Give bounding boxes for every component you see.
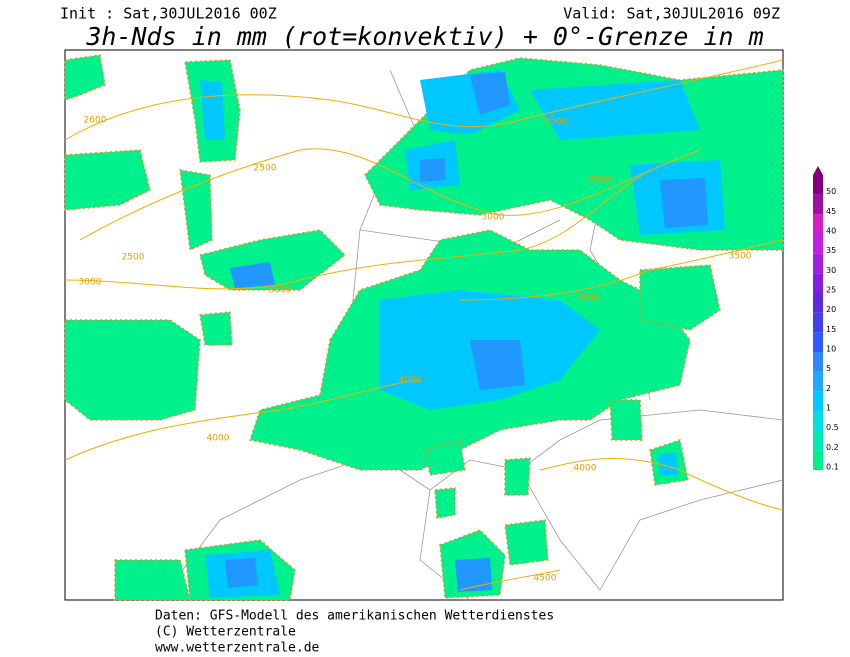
- colorbar-swatch: [813, 411, 823, 431]
- contour-label: 3000: [545, 118, 568, 128]
- footer-line: (C) Wetterzentrale: [155, 625, 296, 640]
- map: 2600 2500 2500 3000 3000 3000 3000 3500 3500 3500…: [64, 49, 784, 601]
- contour-label: 3500: [577, 294, 600, 304]
- contour-label: 3000: [269, 286, 292, 296]
- contour-label: 3500: [589, 176, 612, 186]
- colorbar-swatch: [813, 391, 823, 411]
- footer-line: Daten: GFS-Modell des amerikanischen Wet…: [155, 609, 554, 624]
- colorbar-swatch: [813, 273, 823, 293]
- contour-labels: 2600 2500 2500 3000 3000 3000 3000 3500 3500 3500…: [79, 116, 752, 584]
- colorbar-label: 30: [826, 266, 836, 275]
- colorbar-swatch: [813, 450, 823, 470]
- valid-time: Valid: Sat,30JUL2016 09Z: [563, 5, 780, 23]
- contour-label: 4000: [399, 376, 422, 386]
- contour-label: 3000: [482, 213, 505, 223]
- colorbar-swatch: [813, 175, 823, 195]
- colorbar-label: 0.5: [826, 423, 839, 432]
- freezing-level-contours: [64, 59, 784, 591]
- contour-label: 2500: [122, 253, 145, 263]
- colorbar-swatch: [813, 293, 823, 313]
- colorbar-label: 20: [826, 305, 836, 314]
- colorbar-swatch: [813, 332, 823, 352]
- colorbar-swatch: [813, 253, 823, 274]
- colorbar-label: 1: [826, 404, 831, 413]
- contour-label: 4000: [207, 434, 230, 444]
- colorbar-swatch: [813, 194, 823, 215]
- colorbar-label: 0.1: [826, 463, 839, 472]
- precip-areas: [64, 54, 784, 601]
- colorbar-label: 2: [826, 384, 831, 393]
- colorbar-swatch: [813, 214, 823, 234]
- colorbar-label: 40: [826, 227, 836, 236]
- contour-label: 4000: [574, 464, 597, 474]
- colorbar-swatch: [813, 312, 823, 333]
- contour-label: 2600: [84, 116, 107, 126]
- contour-label: 3500: [729, 252, 752, 262]
- colorbar-arrow: [813, 166, 823, 175]
- colorbar-label: 5: [826, 364, 831, 373]
- colorbar-swatch: [813, 430, 823, 451]
- colorbar-label: 25: [826, 286, 836, 295]
- colorbar-label: 0.2: [826, 443, 839, 452]
- contour-label: 4500: [534, 574, 557, 584]
- colorbar-label: 10: [826, 345, 836, 354]
- colorbar-label: 15: [826, 325, 836, 334]
- contour-label: 3000: [79, 278, 102, 288]
- colorbar-swatch: [813, 352, 823, 372]
- contour-label: 2500: [254, 164, 277, 174]
- colorbar-label: 50: [826, 187, 836, 196]
- map-title: 3h-Nds in mm (rot=konvektiv) + 0°-Grenze…: [85, 22, 763, 51]
- colorbar-label: 35: [826, 246, 836, 255]
- footer-line: www.wetterzentrale.de: [155, 641, 320, 656]
- init-time: Init : Sat,30JUL2016 00Z: [60, 5, 277, 23]
- colorbar-label: 45: [826, 207, 836, 216]
- colorbar-swatch: [813, 234, 823, 254]
- colorbar-swatch: [813, 371, 823, 392]
